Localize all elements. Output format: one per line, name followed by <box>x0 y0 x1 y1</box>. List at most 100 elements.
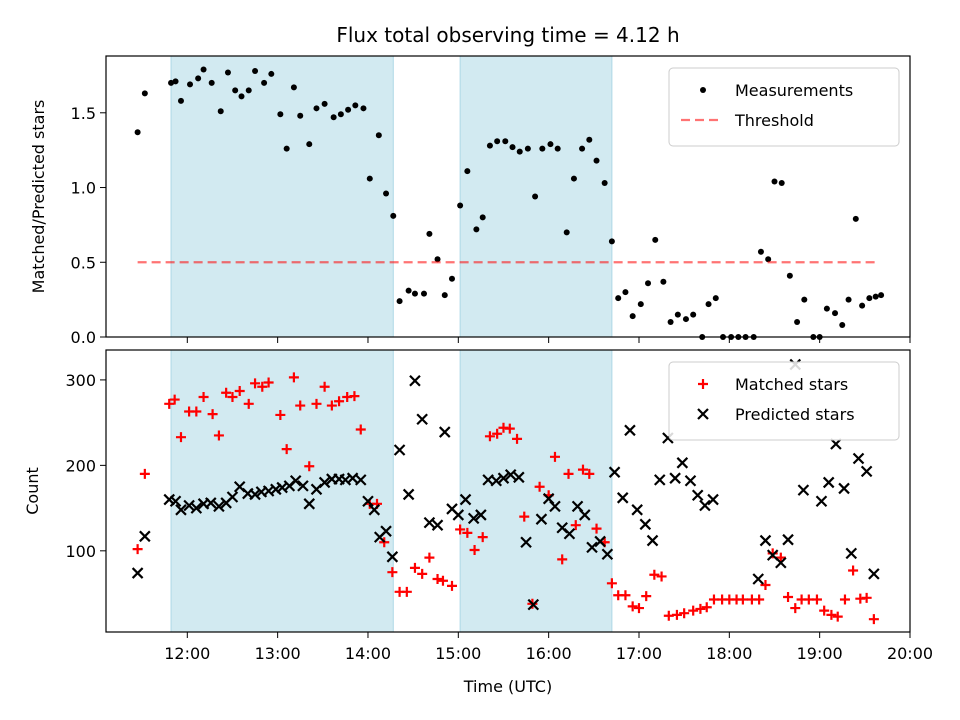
predicted-star-point <box>183 499 195 512</box>
matched-star-point <box>281 444 292 455</box>
predicted-star-point <box>684 474 697 487</box>
predicted-star-point <box>354 474 367 486</box>
predicted-star-point <box>549 500 561 513</box>
predicted-star-point <box>608 466 621 478</box>
measurement-point <box>486 142 493 149</box>
measurement-point <box>330 114 337 121</box>
measurement-point <box>601 180 608 187</box>
measurement-point <box>396 298 403 305</box>
predicted-star-point <box>691 489 704 502</box>
matched-star-point <box>783 591 794 602</box>
matched-star-point <box>243 398 254 409</box>
y-tick-label: 1.5 <box>71 104 96 123</box>
matched-star-point <box>455 524 466 535</box>
predicted-star-point <box>459 493 472 506</box>
predicted-star-point <box>845 547 858 560</box>
measurement-point <box>232 87 239 94</box>
measurement-point <box>674 311 681 318</box>
measurement-point <box>321 100 328 107</box>
matched-star-point <box>492 428 503 439</box>
predicted-star-point <box>297 480 309 492</box>
predicted-star-point <box>303 498 316 510</box>
measurement-point <box>712 295 719 302</box>
predicted-star-point <box>782 533 794 546</box>
y-tick-label: 200 <box>65 456 96 475</box>
measurement-point <box>479 214 486 221</box>
measurement-point <box>563 229 570 236</box>
measurement-point <box>801 296 808 303</box>
measurement-point <box>778 180 785 187</box>
x-tick-label: 12:00 <box>164 644 210 663</box>
matched-star-point <box>504 423 515 434</box>
matched-star-point <box>295 400 306 411</box>
predicted-star-point <box>594 535 606 548</box>
predicted-star-point <box>402 488 415 501</box>
matched-star-point <box>462 527 473 538</box>
matched-star-point <box>861 592 872 603</box>
measurement-point <box>622 289 629 296</box>
measurement-point <box>771 178 778 185</box>
measurement-point <box>268 70 275 77</box>
matched-star-point <box>311 398 322 409</box>
matched-star-point <box>577 464 588 475</box>
matched-star-point <box>417 568 428 579</box>
measurement-point <box>208 79 215 86</box>
matched-star-point <box>221 387 232 398</box>
measurement-point <box>516 148 523 155</box>
matched-star-point <box>334 396 345 407</box>
predicted-star-point <box>527 598 540 611</box>
measurement-point <box>823 305 830 312</box>
measurement-point <box>509 144 516 151</box>
matched-star-point <box>469 544 480 555</box>
matched-star-point <box>263 377 274 388</box>
predicted-star-point <box>520 536 532 549</box>
measurement-point <box>637 301 644 308</box>
legend-label: Measurements <box>735 81 853 100</box>
measurement-point <box>177 97 184 104</box>
y-tick-label: 0.0 <box>71 328 96 347</box>
measurement-point <box>366 175 373 182</box>
predicted-star-point <box>579 509 591 521</box>
measurement-point <box>245 87 252 94</box>
measurement-point <box>261 79 268 86</box>
predicted-star-point <box>438 426 451 438</box>
predicted-star-point <box>175 504 187 516</box>
predicted-star-point <box>497 472 510 484</box>
legend <box>668 361 900 441</box>
measurement-point <box>786 272 793 279</box>
measurement-point <box>375 132 382 139</box>
predicted-star-point <box>653 474 666 486</box>
y-tick-label: 100 <box>65 542 96 561</box>
matched-star-point <box>304 461 315 472</box>
measurement-point <box>352 102 359 109</box>
measurement-point <box>705 301 712 308</box>
matched-star-point <box>275 409 286 420</box>
measurement-point <box>794 319 801 326</box>
matched-star-point <box>819 605 830 616</box>
predicted-star-point <box>190 502 203 514</box>
measurement-point <box>579 145 586 152</box>
measurement-point <box>464 168 471 175</box>
measurement-point <box>172 78 179 85</box>
measurement-point <box>345 106 352 113</box>
bottom-panel-counts: 100 200 300 12:00 13:00 14:00 15:00 16:00 17:00 1… <box>23 349 933 696</box>
predicted-star-point <box>431 519 444 531</box>
x-tick-label: 16:00 <box>526 644 572 663</box>
measurement-point <box>593 157 600 164</box>
measurement-point <box>383 190 390 197</box>
measurement-point <box>277 111 284 118</box>
matched-star-point <box>641 591 652 602</box>
measurement-point <box>608 238 615 245</box>
measurement-point <box>547 141 554 148</box>
matched-star-point <box>250 378 261 389</box>
legend-label: Threshold <box>734 111 814 130</box>
x-tick-label: 15:00 <box>435 644 481 663</box>
measurement-point <box>872 293 879 300</box>
measurement-point <box>200 66 207 73</box>
predicted-star-point <box>475 509 487 521</box>
predicted-star-point <box>467 512 480 525</box>
matched-star-point <box>868 614 879 625</box>
matched-star-point <box>319 381 330 392</box>
predicted-star-point <box>249 488 261 501</box>
measurement-point <box>570 175 577 182</box>
